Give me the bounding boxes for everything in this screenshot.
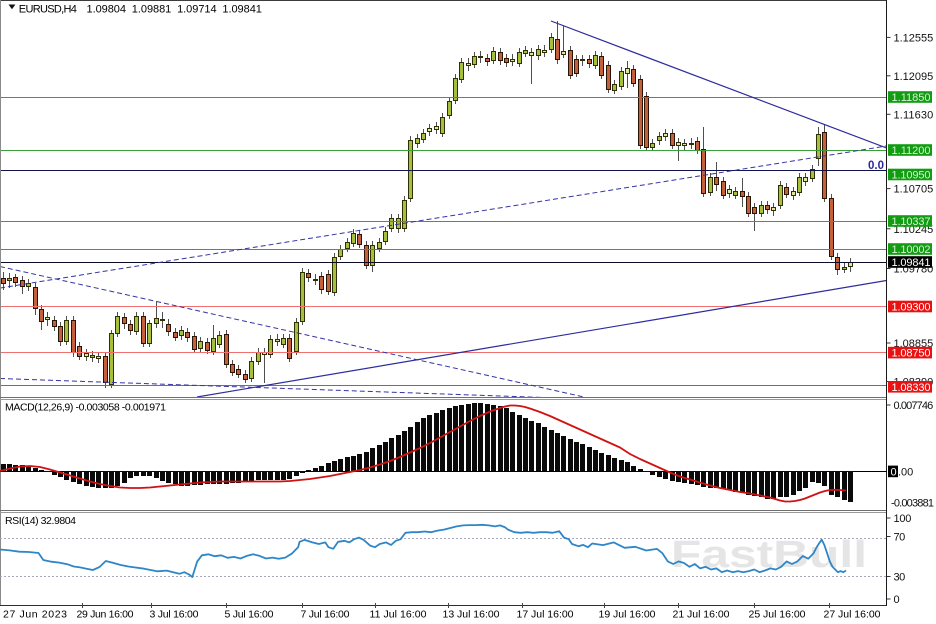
svg-text:1.09804: 1.09804 (87, 3, 127, 15)
svg-text:1.11630: 1.11630 (894, 109, 934, 121)
svg-text:1.09841: 1.09841 (222, 3, 262, 15)
svg-text:1.11850: 1.11850 (892, 92, 931, 104)
svg-text:0: 0 (894, 594, 900, 606)
svg-text:1.10705: 1.10705 (894, 184, 934, 196)
svg-text:1.12095: 1.12095 (894, 71, 934, 83)
svg-text:11 Jul 16:00: 11 Jul 16:00 (370, 609, 427, 621)
svg-text:100: 100 (894, 513, 912, 525)
svg-text:21 Jul 16:00: 21 Jul 16:00 (673, 609, 730, 621)
svg-text:1.10002: 1.10002 (892, 244, 931, 256)
svg-text:17 Jul 16:00: 17 Jul 16:00 (517, 609, 574, 621)
svg-text:0.0: 0.0 (868, 160, 884, 172)
svg-text:0.007746: 0.007746 (894, 400, 934, 412)
svg-text:0: 0 (891, 466, 897, 478)
svg-text:19 Jul 16:00: 19 Jul 16:00 (599, 609, 656, 621)
svg-text:1.08750: 1.08750 (892, 348, 931, 360)
svg-text:1.11200: 1.11200 (892, 145, 931, 157)
svg-text:70: 70 (894, 532, 906, 544)
svg-text:1.08330: 1.08330 (892, 382, 931, 394)
svg-text:3 Jul 16:00: 3 Jul 16:00 (150, 609, 199, 621)
svg-text:RSI(14) 32.9804: RSI(14) 32.9804 (5, 515, 76, 527)
svg-text:27 Jun 2023: 27 Jun 2023 (3, 609, 67, 621)
svg-text:1.09841: 1.09841 (892, 257, 931, 269)
svg-text:1.10337: 1.10337 (892, 216, 931, 228)
svg-text:EURUSD,H4: EURUSD,H4 (19, 3, 77, 15)
svg-text:7 Jul 16:00: 7 Jul 16:00 (301, 609, 350, 621)
svg-text:29 Jun 16:00: 29 Jun 16:00 (77, 609, 134, 621)
svg-text:1.09714: 1.09714 (177, 3, 217, 15)
svg-text:25 Jul 16:00: 25 Jul 16:00 (749, 609, 806, 621)
svg-text:30: 30 (894, 572, 906, 584)
svg-text:1.09300: 1.09300 (892, 302, 931, 314)
svg-text:27 Jul 16:00: 27 Jul 16:00 (824, 609, 881, 621)
svg-text:5 Jul 16:00: 5 Jul 16:00 (225, 609, 274, 621)
svg-text:-0.003881: -0.003881 (891, 497, 934, 509)
svg-text:1.12555: 1.12555 (894, 32, 934, 44)
svg-text:MACD(12,26,9) -0.003058 -0.001: MACD(12,26,9) -0.003058 -0.001971 (5, 402, 166, 414)
svg-text:1.09881: 1.09881 (132, 3, 172, 15)
svg-text:1.10950: 1.10950 (892, 170, 931, 182)
svg-text:.00: .00 (898, 466, 913, 478)
svg-text:13 Jul 16:00: 13 Jul 16:00 (443, 609, 500, 621)
